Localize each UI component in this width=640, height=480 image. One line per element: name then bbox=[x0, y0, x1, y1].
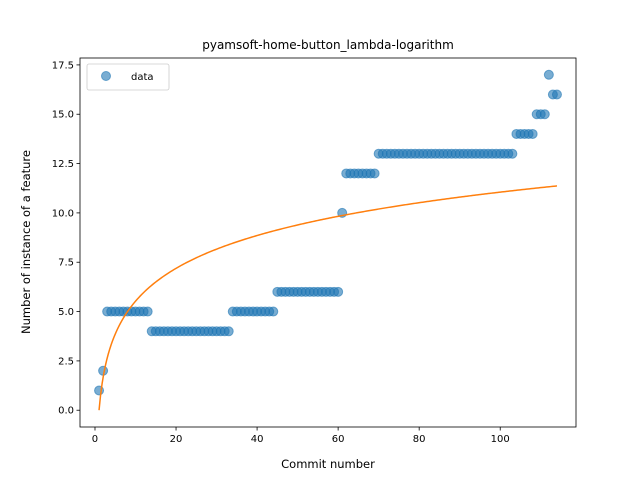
legend-box bbox=[86, 63, 170, 91]
y-tick-label: 17.5 bbox=[52, 60, 74, 71]
x-tick-label: 80 bbox=[413, 434, 426, 445]
data-point bbox=[333, 286, 344, 297]
y-axis-ticks: 0.0 2.5 5.0 7.5 10.0 12.5 15.0 17.5 bbox=[52, 60, 80, 417]
chart-title: pyamsoft-home-button_lambda-logarithm bbox=[202, 38, 454, 52]
x-tick-label: 40 bbox=[251, 434, 264, 445]
data-point bbox=[539, 109, 550, 120]
fit-curve-group bbox=[98, 185, 558, 411]
data-point bbox=[507, 148, 518, 159]
data-point bbox=[142, 306, 153, 317]
x-axis-label: Commit number bbox=[281, 457, 375, 471]
x-tick-label: 100 bbox=[491, 434, 510, 445]
plot-background bbox=[80, 58, 576, 427]
data-points bbox=[94, 69, 562, 396]
x-tick-label: 0 bbox=[92, 434, 98, 445]
axes-frame bbox=[79, 57, 577, 428]
y-tick-label: 10.0 bbox=[52, 208, 74, 219]
data-point bbox=[527, 128, 538, 139]
fit-curve-line bbox=[98, 185, 558, 411]
y-tick-label: 12.5 bbox=[52, 159, 74, 170]
x-tick-label: 20 bbox=[170, 434, 183, 445]
y-tick-label: 5.0 bbox=[58, 307, 74, 318]
data-point bbox=[223, 326, 234, 337]
y-tick-label: 0.0 bbox=[58, 406, 74, 417]
data-point bbox=[551, 89, 562, 100]
y-tick-label: 7.5 bbox=[58, 258, 74, 269]
plot-area bbox=[80, 58, 576, 427]
x-axis-ticks: 0 20 40 60 80 100 bbox=[92, 427, 510, 445]
data-point bbox=[369, 168, 380, 179]
data-point bbox=[268, 306, 279, 317]
legend-label-data: data bbox=[131, 72, 154, 83]
data-point bbox=[543, 69, 554, 80]
legend-marker-data bbox=[101, 71, 111, 81]
y-tick-label: 15.0 bbox=[52, 110, 74, 121]
legend: data bbox=[86, 63, 170, 91]
y-tick-label: 2.5 bbox=[58, 356, 74, 367]
x-tick-label: 60 bbox=[332, 434, 345, 445]
y-axis-label: Number of instance of a feature bbox=[19, 150, 33, 334]
